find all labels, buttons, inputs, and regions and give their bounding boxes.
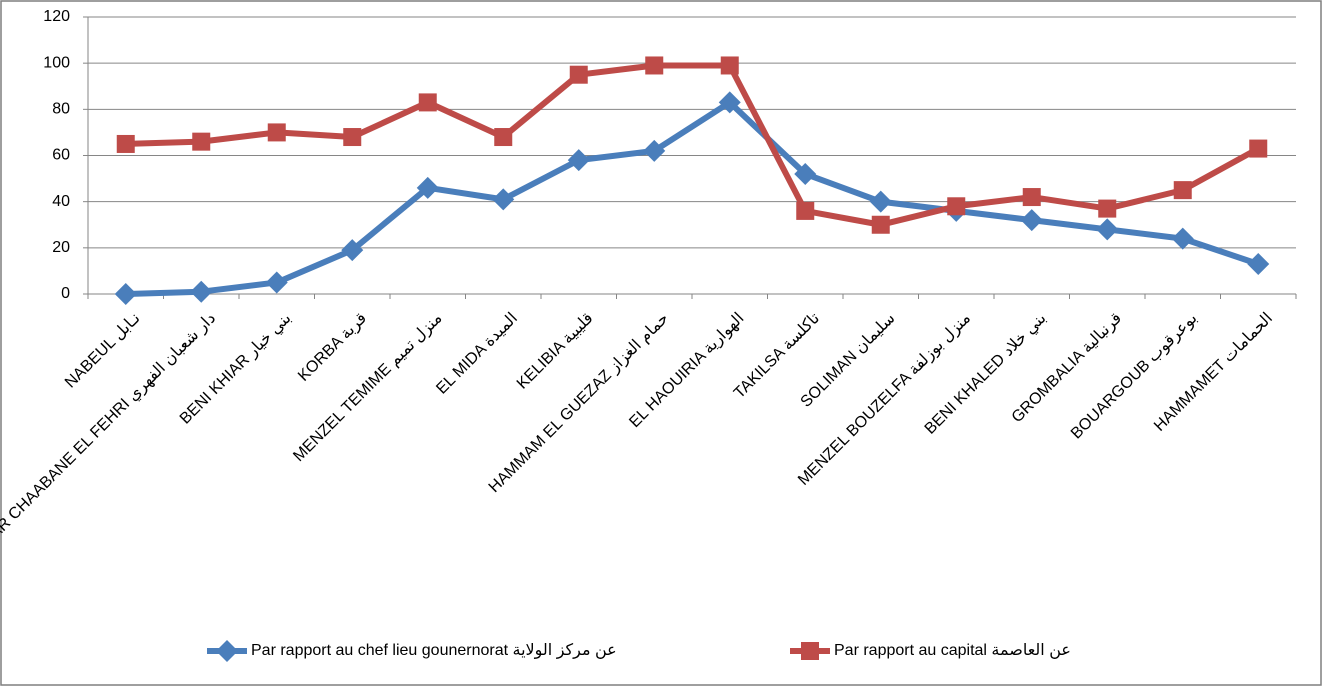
y-tick-label: 60: [52, 147, 70, 164]
y-tick-label: 100: [43, 54, 70, 71]
marker: [796, 201, 815, 220]
legend-label: Par rapport au chef lieu gounernorat عن …: [251, 642, 617, 660]
marker: [216, 640, 238, 662]
marker: [1247, 252, 1270, 275]
marker: [190, 280, 213, 303]
series-line: [125, 62, 1260, 228]
marker: [1022, 188, 1041, 207]
marker: [1096, 218, 1119, 241]
marker: [718, 91, 741, 114]
marker: [494, 128, 513, 147]
marker: [267, 123, 286, 142]
marker: [116, 134, 135, 153]
marker: [645, 56, 664, 75]
marker: [947, 197, 966, 216]
marker: [720, 56, 739, 75]
legend-label: Par rapport au capital عن العاصمة: [834, 642, 1071, 660]
marker: [492, 188, 515, 211]
marker: [192, 132, 211, 151]
marker: [1171, 227, 1194, 250]
marker: [114, 283, 137, 305]
series-line: [125, 99, 1260, 297]
marker: [1249, 139, 1268, 158]
y-tick-label: 0: [61, 285, 70, 302]
marker: [794, 162, 817, 185]
marker: [869, 190, 892, 213]
y-tick-label: 120: [43, 8, 70, 25]
y-tick-label: 20: [52, 239, 70, 256]
marker: [569, 65, 588, 84]
marker: [567, 149, 590, 172]
marker: [343, 128, 362, 147]
marker: [418, 93, 437, 112]
marker: [416, 176, 439, 199]
y-tick-label: 80: [52, 101, 70, 118]
marker: [341, 239, 364, 262]
marker: [1098, 199, 1117, 218]
marker: [871, 215, 890, 234]
marker: [1173, 181, 1192, 200]
y-tick-label: 40: [52, 193, 70, 210]
marker: [1020, 209, 1043, 232]
marker: [643, 139, 666, 162]
marker: [801, 642, 819, 660]
marker: [265, 271, 288, 294]
